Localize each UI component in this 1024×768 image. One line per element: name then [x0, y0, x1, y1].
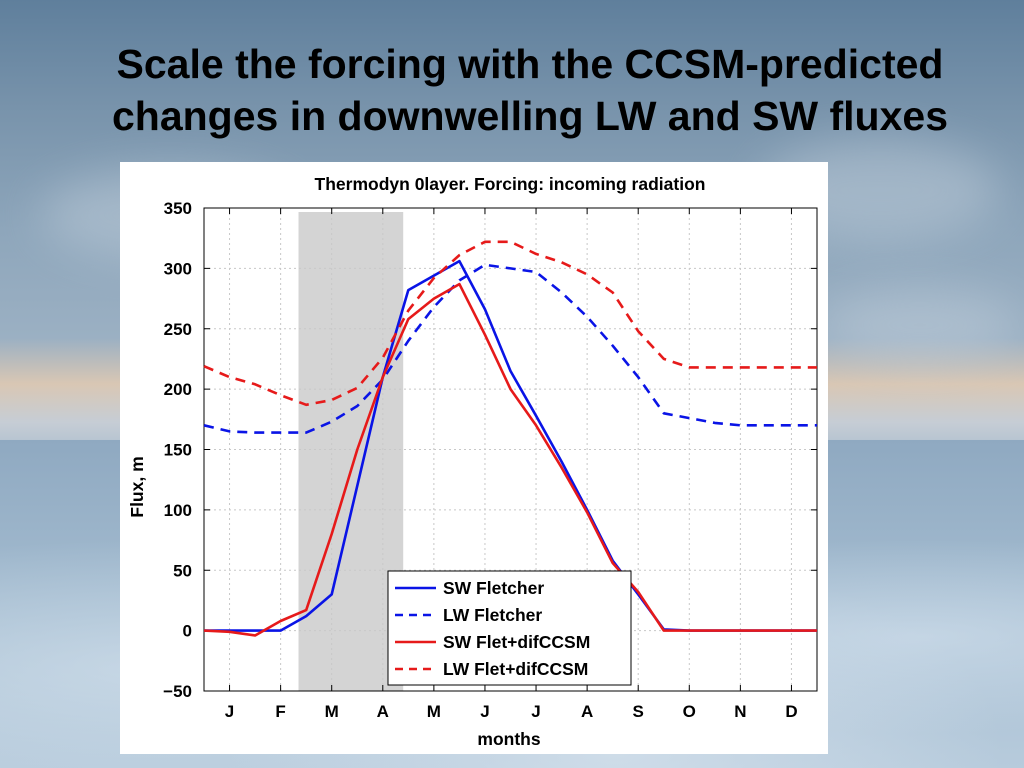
- x-tick-label: A: [377, 702, 389, 721]
- flux-line-chart: 350 300 250 200 150 100 50 0 −50 J F M A M J J A S O N D SW F…: [127, 174, 818, 749]
- y-tick-label: 100: [164, 501, 192, 520]
- slide-title: Scale the forcing with the CCSM-predicte…: [0, 38, 1024, 142]
- x-tick-label: J: [531, 702, 540, 721]
- y-tick-label: 200: [164, 380, 192, 399]
- x-tick-label: M: [427, 702, 441, 721]
- y-tick-label: 300: [164, 259, 192, 278]
- plot-area: 350 300 250 200 150 100 50 0 −50 J F M A M J J A S O N D SW F…: [163, 199, 818, 721]
- series-line-lw-flet-difccsm: [203, 240, 817, 407]
- x-tick-label: O: [683, 702, 696, 721]
- x-tick-label: J: [480, 702, 489, 721]
- y-axis-label: Flux, m: [127, 456, 147, 517]
- y-tick-label: 250: [164, 320, 192, 339]
- slide-title-line-2: changes in downwelling LW and SW fluxes: [111, 93, 948, 139]
- x-tick-label: S: [633, 702, 644, 721]
- legend-label: LW Fletcher: [443, 605, 542, 625]
- y-tick-label: −50: [163, 682, 192, 701]
- axes-frame: [203, 207, 818, 692]
- x-tick-label: A: [581, 702, 593, 721]
- y-tick-label: 0: [183, 622, 192, 641]
- x-tick-label: N: [734, 702, 746, 721]
- x-tick-label: F: [275, 702, 285, 721]
- shaded-period: [298, 212, 404, 691]
- legend-box: [387, 570, 632, 686]
- y-tick-label: 50: [173, 561, 192, 580]
- y-tick-label: 350: [164, 199, 192, 218]
- legend-label: SW Fletcher: [443, 578, 544, 598]
- cloud: [820, 290, 1020, 360]
- series-line-lw-fletcher: [203, 263, 817, 434]
- y-tick-label: 150: [164, 441, 192, 460]
- legend-label: LW Flet+difCCSM: [443, 659, 588, 679]
- x-tick-label: J: [225, 702, 234, 721]
- slide-title-line-1: Scale the forcing with the CCSM-predicte…: [116, 41, 944, 87]
- x-tick-label: D: [785, 702, 797, 721]
- x-tick-label: M: [325, 702, 339, 721]
- series-line-sw-flet-difccsm: [203, 282, 817, 637]
- chart-panel: 350 300 250 200 150 100 50 0 −50 J F M A M J J A S O N D SW F…: [120, 162, 828, 754]
- legend-label: SW Flet+difCCSM: [443, 632, 590, 652]
- x-axis-label: months: [477, 729, 540, 749]
- chart-title: Thermodyn 0layer. Forcing: incoming radi…: [315, 174, 706, 194]
- legend: SW Fletcher LW Fletcher SW Flet+difCCSM LW …: [387, 570, 632, 686]
